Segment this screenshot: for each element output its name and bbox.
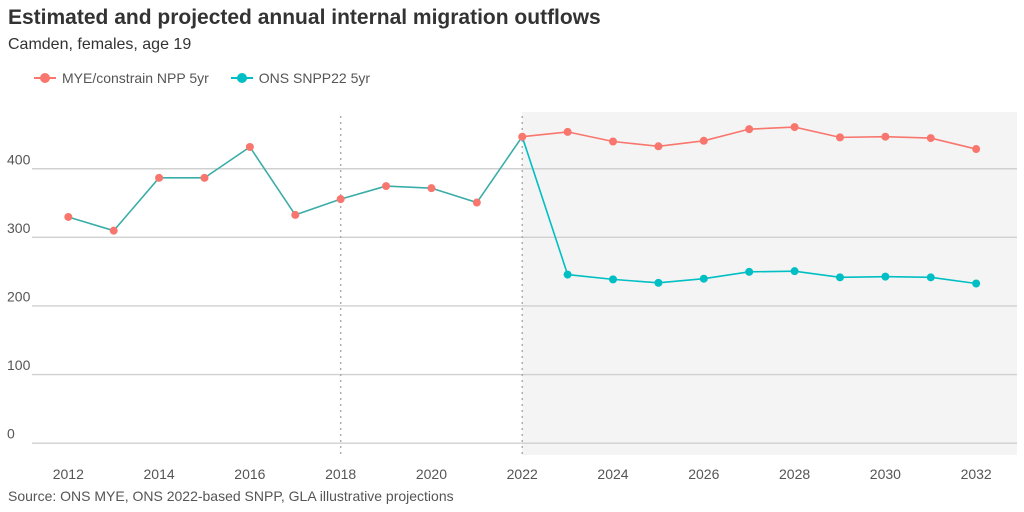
data-point-mye-2022 <box>518 132 527 141</box>
legend-key-ons <box>230 72 253 84</box>
x-tick-label-2018: 2018 <box>325 466 356 482</box>
data-point-mye-2015 <box>200 173 209 182</box>
legend-item-mye[interactable]: MYE/constrain NPP 5yr <box>34 70 209 86</box>
data-point-ons-2032 <box>972 279 981 288</box>
legend-key-mye <box>34 72 56 84</box>
x-tick-label-2028: 2028 <box>779 466 810 482</box>
data-point-mye-2019 <box>382 182 391 191</box>
chart-subtitle: Camden, females, age 19 <box>8 36 192 53</box>
data-point-ons-2031 <box>926 273 935 282</box>
data-point-mye-2030 <box>881 132 890 141</box>
y-tick-label-300: 300 <box>7 220 31 236</box>
x-tick-label-2022: 2022 <box>507 466 538 482</box>
legend-item-ons[interactable]: ONS SNPP22 5yr <box>230 70 371 86</box>
y-tick-label-100: 100 <box>7 357 31 373</box>
y-tick-label-400: 400 <box>7 151 31 167</box>
data-point-ons-2026 <box>699 274 708 283</box>
source-note: Source: ONS MYE, ONS 2022-based SNPP, GL… <box>8 488 454 504</box>
data-point-mye-2017 <box>291 210 300 219</box>
data-point-ons-2028 <box>790 267 799 276</box>
x-tick-label-2024: 2024 <box>597 466 628 482</box>
data-point-mye-2026 <box>699 136 708 145</box>
data-point-ons-2029 <box>835 273 844 282</box>
legend-label-mye: MYE/constrain NPP 5yr <box>62 70 209 86</box>
x-tick-label-2014: 2014 <box>144 466 175 482</box>
data-point-ons-2030 <box>881 272 890 281</box>
x-tick-label-2020: 2020 <box>416 466 447 482</box>
data-point-mye-2018 <box>336 195 345 204</box>
data-point-ons-2023 <box>563 270 572 279</box>
y-tick-label-0: 0 <box>7 426 15 442</box>
data-point-ons-2027 <box>745 267 754 276</box>
data-point-mye-2024 <box>609 137 618 146</box>
x-tick-label-2026: 2026 <box>688 466 719 482</box>
y-tick-label-200: 200 <box>7 288 31 304</box>
data-point-ons-2025 <box>654 278 663 287</box>
projection-shading <box>522 112 1017 455</box>
chart-legend: MYE/constrain NPP 5yr ONS SNPP22 5yr <box>34 70 392 86</box>
data-point-mye-2020 <box>427 184 436 193</box>
data-point-mye-2031 <box>926 134 935 143</box>
x-tick-label-2012: 2012 <box>53 466 84 482</box>
data-point-mye-2023 <box>563 127 572 136</box>
data-point-mye-2014 <box>155 173 164 182</box>
data-point-ons-2024 <box>609 275 618 284</box>
data-point-mye-2025 <box>654 142 663 151</box>
x-tick-label-2032: 2032 <box>961 466 992 482</box>
x-tick-label-2016: 2016 <box>234 466 265 482</box>
data-point-mye-2016 <box>245 142 254 151</box>
data-point-mye-2021 <box>472 198 481 207</box>
data-point-mye-2012 <box>64 212 73 221</box>
data-point-mye-2027 <box>745 125 754 134</box>
data-point-mye-2013 <box>109 226 118 235</box>
data-point-mye-2029 <box>835 133 844 142</box>
data-point-mye-2032 <box>972 145 981 154</box>
chart-title: Estimated and projected annual internal … <box>8 6 601 29</box>
x-tick-label-2030: 2030 <box>870 466 901 482</box>
data-point-mye-2028 <box>790 123 799 132</box>
legend-label-ons: ONS SNPP22 5yr <box>258 70 371 86</box>
